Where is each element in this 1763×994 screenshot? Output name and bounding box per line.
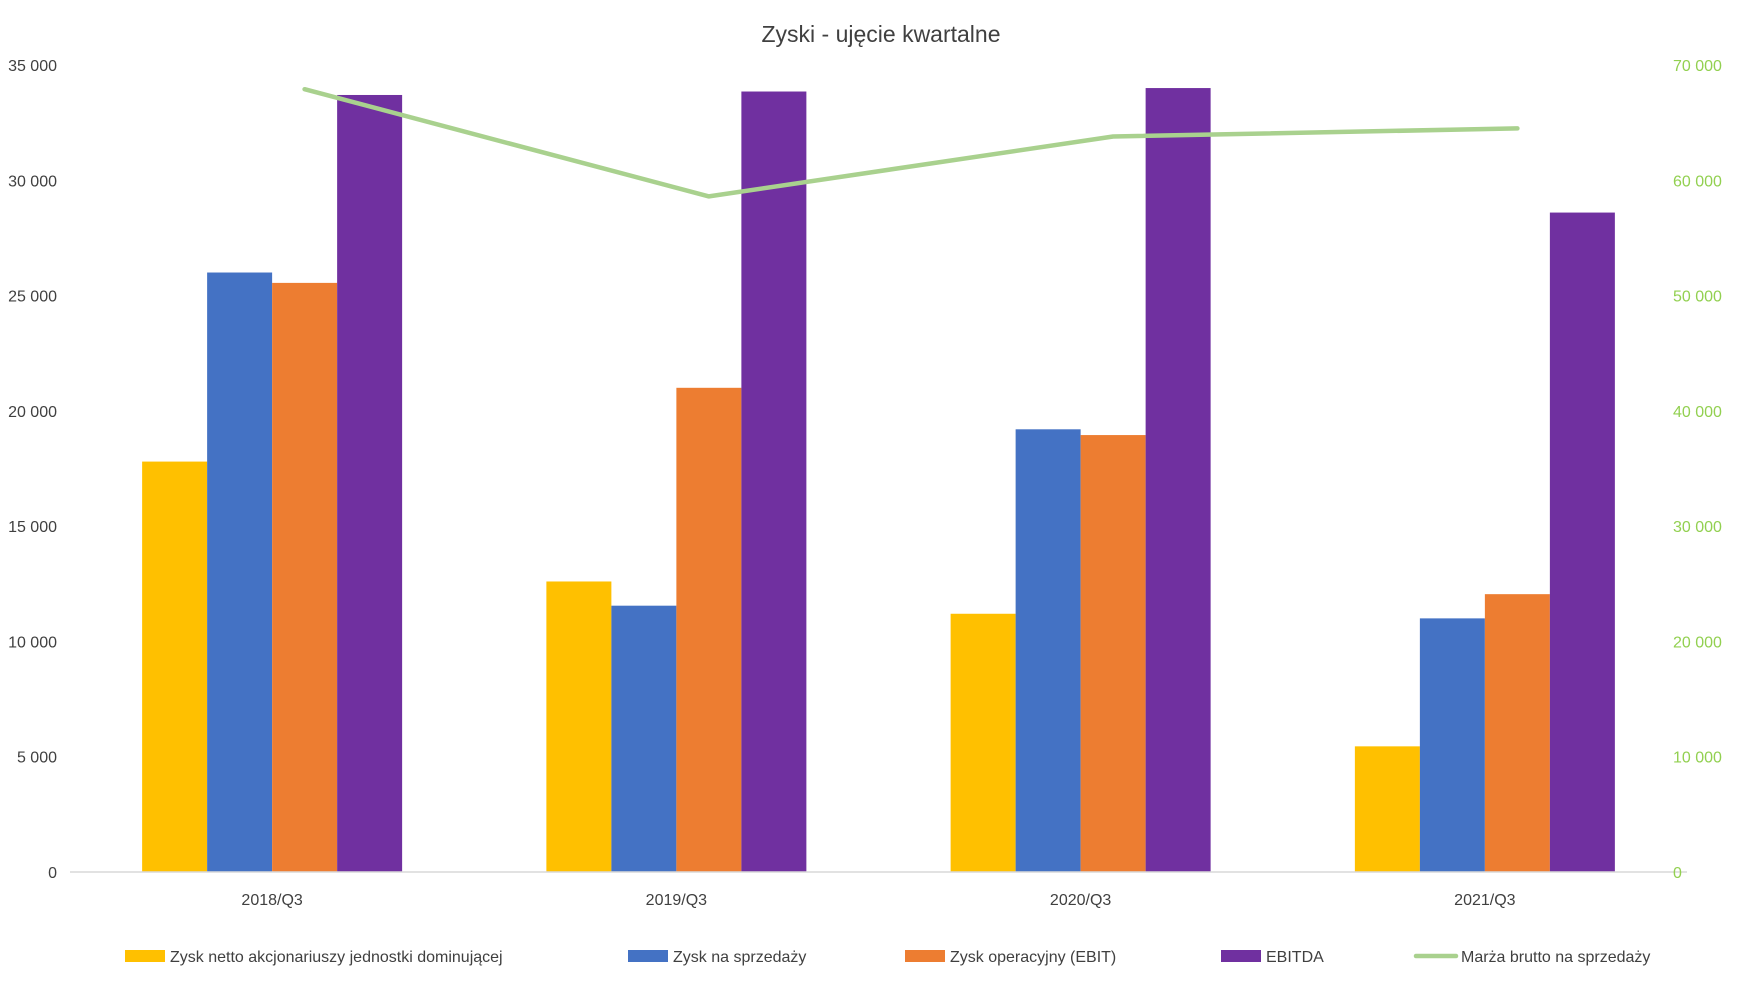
legend-label: Zysk na sprzedaży <box>673 949 806 966</box>
bar-3-2021/Q3 <box>1484 594 1550 872</box>
legend-swatch <box>905 950 945 962</box>
bars-layer <box>142 88 1615 873</box>
right-tick-label: 60 000 <box>1673 173 1722 190</box>
chart-title: Zyski - ujęcie kwartalne <box>761 21 1000 47</box>
legend-swatch <box>125 950 165 962</box>
legend-label: Marża brutto na sprzedaży <box>1461 949 1650 966</box>
left-tick-label: 0 <box>48 865 57 882</box>
legend-label: EBITDA <box>1266 949 1324 966</box>
category-label: 2018/Q3 <box>241 892 302 909</box>
bar-2-2020/Q3 <box>1015 429 1081 872</box>
bar-1-2019/Q3 <box>546 581 612 872</box>
category-label: 2020/Q3 <box>1050 892 1111 909</box>
legend-swatch <box>1221 950 1261 962</box>
right-tick-label: 10 000 <box>1673 750 1722 767</box>
legend-label: Zysk operacyjny (EBIT) <box>950 949 1116 966</box>
bar-4-2018/Q3 <box>337 94 403 872</box>
left-tick-label: 10 000 <box>8 634 57 651</box>
right-tick-label: 70 000 <box>1673 58 1722 75</box>
series-line-1 <box>302 86 1520 199</box>
category-label: 2019/Q3 <box>646 892 707 909</box>
bar-1-2018/Q3 <box>142 461 208 872</box>
right-tick-label: 40 000 <box>1673 404 1722 421</box>
category-label: 2021/Q3 <box>1454 892 1515 909</box>
left-tick-label: 15 000 <box>8 519 57 536</box>
bar-1-2021/Q3 <box>1354 746 1420 872</box>
right-tick-label: 50 000 <box>1673 289 1722 306</box>
x-axis-labels: 2018/Q3 2019/Q3 2020/Q3 2021/Q3 <box>241 892 1515 909</box>
left-tick-label: 35 000 <box>8 58 57 75</box>
left-tick-label: 5 000 <box>17 750 57 767</box>
right-tick-label: 20 000 <box>1673 634 1722 651</box>
bar-2-2021/Q3 <box>1419 618 1485 872</box>
right-axis-ticks: 0 10 000 20 000 30 000 40 000 50 000 60 000 70 … <box>1673 58 1722 882</box>
legend-swatch <box>628 950 668 962</box>
line-layer <box>302 86 1520 199</box>
bar-3-2018/Q3 <box>272 282 338 872</box>
legend: Zysk netto akcjonariuszy jednostki domin… <box>125 949 1650 966</box>
bar-1-2020/Q3 <box>950 613 1016 872</box>
left-axis-ticks: 0 5 000 10 000 15 000 20 000 25 000 30 000 35 0… <box>8 58 57 882</box>
left-tick-label: 25 000 <box>8 289 57 306</box>
right-tick-label: 0 <box>1673 865 1682 882</box>
legend-label: Zysk netto akcjonariuszy jednostki domin… <box>170 949 503 966</box>
bar-4-2019/Q3 <box>741 91 807 872</box>
bar-4-2021/Q3 <box>1549 212 1615 872</box>
right-tick-label: 30 000 <box>1673 519 1722 536</box>
bar-3-2019/Q3 <box>676 387 742 872</box>
left-tick-label: 20 000 <box>8 404 57 421</box>
left-tick-label: 30 000 <box>8 173 57 190</box>
bar-4-2020/Q3 <box>1145 88 1211 873</box>
bar-2-2018/Q3 <box>207 272 273 872</box>
bar-2-2019/Q3 <box>611 605 677 872</box>
bar-3-2020/Q3 <box>1080 435 1146 872</box>
